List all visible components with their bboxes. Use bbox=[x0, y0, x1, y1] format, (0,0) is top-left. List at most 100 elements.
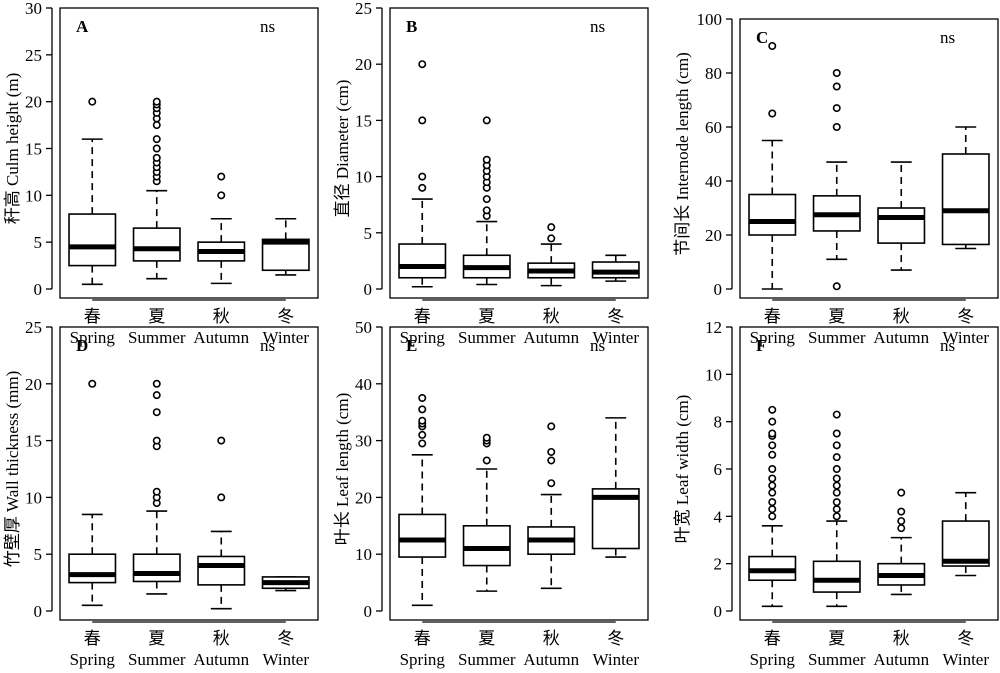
box-iqr bbox=[197, 555, 246, 586]
outlier-point bbox=[832, 104, 841, 113]
outlier-point bbox=[152, 436, 161, 445]
outlier-point bbox=[832, 512, 841, 521]
box-iqr bbox=[68, 213, 117, 267]
box-iqr bbox=[941, 153, 990, 246]
y-tick-label: 100 bbox=[697, 10, 723, 29]
box-iqr bbox=[748, 193, 797, 236]
panel-E: 0 10 20 30 40 50 叶长 Leaf length (cm) E ns 春 Spring… bbox=[333, 318, 649, 669]
outlier-point bbox=[217, 436, 226, 445]
outlier-point bbox=[217, 493, 226, 502]
outlier-point bbox=[768, 498, 777, 507]
outlier-point bbox=[768, 474, 777, 483]
outlier-point bbox=[768, 429, 777, 438]
plot-frame bbox=[739, 18, 999, 299]
outlier-point bbox=[418, 172, 427, 181]
box-winter bbox=[261, 576, 310, 592]
box-iqr bbox=[132, 227, 181, 262]
outlier-point bbox=[832, 453, 841, 462]
y-tick-label: 15 bbox=[355, 111, 372, 130]
y-tick-label: 0 bbox=[364, 602, 373, 621]
box-autumn bbox=[877, 488, 926, 596]
outlier-point bbox=[768, 488, 777, 497]
box-summer bbox=[812, 69, 861, 291]
box-spring bbox=[68, 97, 117, 286]
x-category-label-zh: 秋 bbox=[213, 307, 230, 326]
outlier-point bbox=[768, 512, 777, 521]
y-tick-label: 8 bbox=[714, 413, 723, 432]
box-iqr bbox=[877, 207, 926, 244]
box-winter bbox=[261, 217, 310, 276]
plot-frame bbox=[59, 326, 319, 621]
x-category-label-zh: 秋 bbox=[213, 629, 230, 648]
y-tick-label: 10 bbox=[25, 488, 42, 507]
outlier-point bbox=[88, 97, 97, 106]
outlier-point bbox=[897, 488, 906, 497]
outlier-point bbox=[418, 393, 427, 402]
x-category-label-zh: 夏 bbox=[478, 629, 495, 648]
outlier-point bbox=[547, 479, 556, 488]
plot-frame bbox=[739, 326, 999, 621]
y-tick-label: 15 bbox=[25, 140, 42, 159]
outlier-point bbox=[547, 223, 556, 232]
outlier-point bbox=[547, 422, 556, 431]
box-summer bbox=[132, 379, 181, 595]
outlier-point bbox=[832, 282, 841, 291]
y-tick-label: 0 bbox=[34, 280, 43, 299]
x-category-label-zh: 春 bbox=[84, 307, 101, 326]
y-tick-label: 0 bbox=[714, 602, 723, 621]
box-autumn bbox=[197, 436, 246, 610]
box-autumn bbox=[527, 223, 576, 287]
y-axis-label: 直径 Diameter (cm) bbox=[333, 80, 352, 218]
y-tick-label: 40 bbox=[705, 172, 722, 191]
outlier-point bbox=[482, 433, 491, 442]
y-tick-label: 5 bbox=[34, 545, 43, 564]
outlier-point bbox=[768, 405, 777, 414]
x-category-label-zh: 冬 bbox=[607, 629, 624, 648]
significance-label: ns bbox=[260, 336, 275, 355]
y-tick-label: 10 bbox=[705, 365, 722, 384]
outlier-point bbox=[482, 206, 491, 215]
x-category-label-en: Autumn bbox=[873, 328, 929, 347]
significance-label: ns bbox=[940, 28, 955, 47]
panel-A: 0 5 10 15 20 25 30 秆高 Culm height (m) A ns 春 Spring… bbox=[3, 0, 319, 347]
y-tick-label: 10 bbox=[355, 545, 372, 564]
outlier-point bbox=[152, 121, 161, 130]
box-autumn bbox=[877, 161, 926, 271]
significance-label: ns bbox=[590, 336, 605, 355]
outlier-point bbox=[832, 69, 841, 78]
x-category-label-zh: 夏 bbox=[148, 629, 165, 648]
panel-B: 0 5 10 15 20 25 直径 Diameter (cm) B ns 春 Spring 夏 Sum… bbox=[333, 0, 649, 347]
x-category-label-en: Spring bbox=[400, 328, 446, 347]
outlier-point bbox=[418, 60, 427, 69]
x-category-label-zh: 夏 bbox=[148, 307, 165, 326]
box-winter bbox=[941, 491, 990, 577]
y-axis-label: 竹壁厚 Wall thickness (mm) bbox=[3, 371, 22, 567]
significance-label: ns bbox=[940, 336, 955, 355]
box-summer bbox=[812, 410, 861, 608]
x-category-label-en: Summer bbox=[808, 650, 866, 669]
x-category-label-en: Spring bbox=[750, 328, 796, 347]
x-category-label-zh: 秋 bbox=[893, 307, 910, 326]
box-iqr bbox=[132, 553, 181, 583]
box-iqr bbox=[812, 560, 861, 593]
box-winter bbox=[591, 417, 640, 558]
x-category-label-en: Autumn bbox=[523, 328, 579, 347]
outlier-point bbox=[152, 391, 161, 400]
box-spring bbox=[748, 405, 797, 608]
panel-letter: B bbox=[406, 17, 417, 36]
x-category-label-en: Autumn bbox=[523, 650, 579, 669]
outlier-point bbox=[768, 441, 777, 450]
y-tick-label: 12 bbox=[705, 318, 722, 337]
box-spring bbox=[398, 60, 447, 288]
significance-label: ns bbox=[590, 17, 605, 36]
y-tick-label: 5 bbox=[34, 233, 43, 252]
box-iqr bbox=[398, 513, 447, 558]
outlier-point bbox=[832, 498, 841, 507]
box-winter bbox=[941, 126, 990, 250]
outlier-point bbox=[832, 410, 841, 419]
y-tick-label: 25 bbox=[25, 46, 42, 65]
outlier-point bbox=[482, 456, 491, 465]
outlier-point bbox=[897, 524, 906, 533]
outlier-point bbox=[88, 379, 97, 388]
